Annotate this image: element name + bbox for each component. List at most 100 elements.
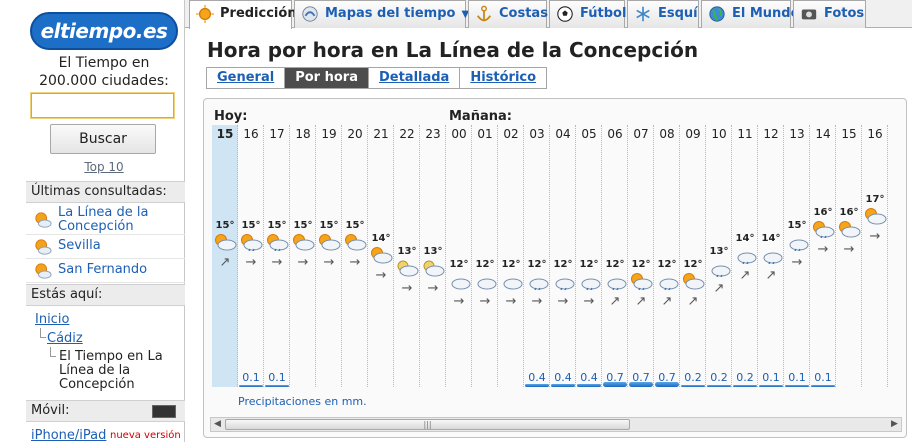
cloud-rain-icon bbox=[659, 278, 679, 290]
wind-arrow-icon: → bbox=[505, 294, 517, 309]
cloud-icon bbox=[503, 278, 523, 290]
precipitation-bar bbox=[603, 382, 627, 387]
cloud-rain-icon bbox=[789, 239, 809, 251]
tab-futbol[interactable]: Fútbol bbox=[549, 0, 626, 28]
precipitation-value: 0.4 bbox=[554, 371, 572, 384]
hour-label: 03 bbox=[529, 127, 545, 141]
scrollbar-thumb[interactable]: ||| bbox=[225, 419, 630, 430]
tab-fotos[interactable]: Fotos bbox=[793, 0, 866, 28]
tab-label: Fotos bbox=[824, 6, 865, 21]
hour-label: 04 bbox=[555, 127, 571, 141]
hour-label: 07 bbox=[633, 127, 649, 141]
tab-costas[interactable]: Costas bbox=[468, 0, 548, 28]
recent-item[interactable]: La Línea de la Concepción bbox=[26, 205, 185, 235]
subtab-por-hora[interactable]: Por hora bbox=[285, 68, 369, 88]
cloud-rain-icon bbox=[763, 252, 783, 264]
wind-arrow-icon: → bbox=[375, 268, 387, 283]
tab-mapas[interactable]: Mapas del tiempo ▼ bbox=[294, 0, 470, 28]
scroll-left-arrow[interactable]: ◀ bbox=[214, 419, 221, 429]
precipitation-value: 0.1 bbox=[814, 371, 832, 384]
wind-arrow-icon: → bbox=[323, 255, 335, 270]
chevron-down-icon: ▼ bbox=[461, 9, 470, 20]
wind-arrow-icon: ↗ bbox=[661, 294, 673, 309]
temperature-label: 12° bbox=[605, 259, 625, 270]
tab-label: El Mundo bbox=[732, 6, 800, 21]
hour-column: 02 12° → bbox=[498, 125, 524, 387]
tab-prediccion[interactable]: Predicción bbox=[189, 0, 297, 29]
iphone-ipad-link[interactable]: iPhone/iPad bbox=[31, 428, 107, 443]
precipitation-value: 0.4 bbox=[580, 371, 598, 384]
scroll-right-arrow[interactable]: ▶ bbox=[891, 419, 898, 429]
precipitation-value: 0.1 bbox=[242, 371, 260, 384]
wind-arrow-icon: ↗ bbox=[609, 294, 621, 309]
breadcrumb-home[interactable]: Inicio bbox=[35, 312, 70, 327]
wind-arrow-icon: → bbox=[401, 281, 413, 296]
temperature-label: 13° bbox=[709, 246, 729, 257]
recent-item[interactable]: Sevilla bbox=[26, 235, 185, 259]
temperature-label: 12° bbox=[657, 259, 677, 270]
recent-item-label: San Fernando bbox=[58, 262, 148, 277]
recent-item[interactable]: San Fernando bbox=[26, 259, 185, 283]
horizontal-scrollbar[interactable]: ◀ ||| ▶ bbox=[210, 417, 902, 432]
football-icon bbox=[557, 6, 573, 22]
hour-column: 07 12° ↗ 0.7 bbox=[628, 125, 654, 387]
breadcrumb-province[interactable]: Cádiz bbox=[47, 331, 83, 346]
temperature-label: 15° bbox=[345, 220, 365, 231]
tab-el-mundo[interactable]: El Mundo bbox=[701, 0, 800, 28]
hour-column: 16 15° → 0.1 bbox=[238, 125, 264, 387]
cloud-icon bbox=[451, 278, 471, 290]
precipitation-bar bbox=[733, 385, 757, 387]
subtab-historico[interactable]: Histórico bbox=[470, 70, 537, 85]
search-button[interactable]: Buscar bbox=[50, 124, 156, 154]
precipitation-bar bbox=[785, 385, 809, 387]
partly-cloudy-icon bbox=[35, 212, 52, 228]
temperature-label: 15° bbox=[267, 220, 287, 231]
temperature-label: 17° bbox=[865, 194, 885, 205]
hour-label: 15 bbox=[841, 127, 857, 141]
hour-label: 19 bbox=[321, 127, 337, 141]
day-label-tomorrow: Mañana: bbox=[449, 109, 512, 124]
temperature-label: 12° bbox=[579, 259, 599, 270]
hour-label: 21 bbox=[373, 127, 389, 141]
site-logo[interactable]: eltiempo.es bbox=[30, 12, 178, 50]
hour-label: 14 bbox=[815, 127, 831, 141]
hour-label: 00 bbox=[451, 127, 467, 141]
precipitation-bar bbox=[577, 384, 601, 387]
subtab-detallada[interactable]: Detallada bbox=[369, 68, 461, 88]
subtab-general[interactable]: General bbox=[207, 68, 286, 88]
temperature-label: 15° bbox=[293, 220, 313, 231]
breadcrumb-connector bbox=[40, 328, 46, 338]
hour-label: 13 bbox=[789, 127, 805, 141]
precipitation-value: 0.2 bbox=[736, 371, 754, 384]
wind-arrow-icon: → bbox=[791, 255, 803, 270]
tab-esqui[interactable]: Esquí bbox=[627, 0, 699, 28]
search-input[interactable] bbox=[30, 92, 175, 119]
sun-cloud-rain-icon bbox=[267, 234, 289, 251]
hour-column: 14 16° → 0.1 bbox=[810, 125, 836, 387]
precipitation-value: 0.2 bbox=[684, 371, 702, 384]
snowflake-icon bbox=[636, 6, 650, 22]
hour-label: 10 bbox=[711, 127, 727, 141]
partly-cloudy-icon bbox=[35, 239, 52, 255]
tab-label: Predicción bbox=[220, 6, 297, 21]
sun-cloud-icon bbox=[319, 234, 341, 251]
cloud-rain-icon bbox=[555, 278, 575, 290]
day-label-today: Hoy: bbox=[214, 109, 248, 124]
temperature-label: 12° bbox=[449, 259, 469, 270]
tab-label: Esquí bbox=[658, 6, 698, 21]
precipitation-bar bbox=[655, 382, 679, 387]
hour-label: 23 bbox=[425, 127, 441, 141]
precipitation-value: 0.1 bbox=[788, 371, 806, 384]
precipitation-bar bbox=[759, 385, 783, 387]
hour-label: 20 bbox=[347, 127, 363, 141]
top10-link[interactable]: Top 10 bbox=[84, 160, 124, 174]
temperature-label: 12° bbox=[553, 259, 573, 270]
hour-column: 10 13° ↗ 0.2 bbox=[706, 125, 732, 387]
new-version-badge: nueva versión bbox=[110, 430, 181, 441]
forecast-view-tabs: General Por hora Detallada Histórico bbox=[206, 67, 548, 89]
temperature-label: 12° bbox=[631, 259, 651, 270]
wind-arrow-icon: → bbox=[843, 242, 855, 257]
temperature-label: 13° bbox=[397, 246, 417, 257]
precipitation-value: 0.1 bbox=[762, 371, 780, 384]
breadcrumb-current: El Tiempo en La Línea de la Concepción bbox=[59, 349, 163, 392]
